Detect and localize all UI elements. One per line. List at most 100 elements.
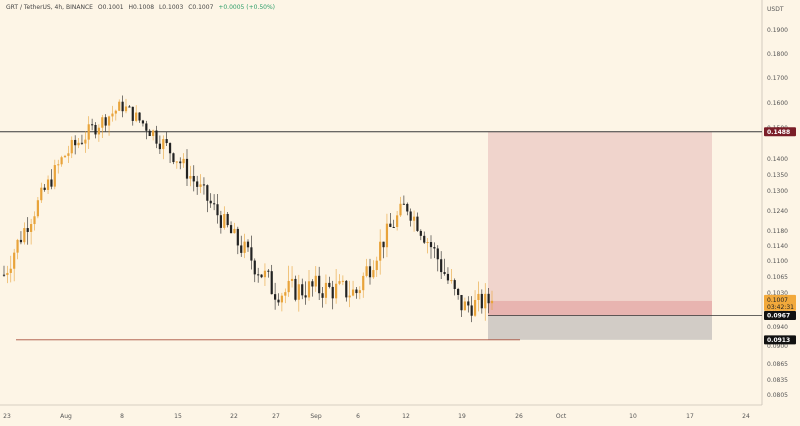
candle-body[interactable] [304,295,307,298]
candle-body[interactable] [243,241,246,253]
candle-body[interactable] [409,211,412,221]
candle-body[interactable] [74,139,77,146]
candle-body[interactable] [311,281,314,287]
candle-body[interactable] [40,187,43,201]
candle-body[interactable] [209,200,212,204]
candle-body[interactable] [131,106,134,121]
candle-body[interactable] [487,293,490,304]
candle-body[interactable] [43,187,46,190]
candle-body[interactable] [155,130,158,144]
candle-body[interactable] [372,270,375,278]
candle-body[interactable] [206,185,209,201]
candle-body[interactable] [348,295,351,298]
candle-body[interactable] [423,235,426,243]
candle-body[interactable] [16,239,19,253]
candle-body[interactable] [284,292,287,296]
candle-body[interactable] [19,239,23,243]
candle-body[interactable] [473,299,477,316]
candle-body[interactable] [440,259,443,273]
candle-body[interactable] [196,181,199,187]
candle-body[interactable] [236,228,239,246]
candle-body[interactable] [321,293,324,298]
candle-body[interactable] [260,274,263,278]
candle-body[interactable] [257,274,260,276]
candle-body[interactable] [233,228,236,234]
candle-body[interactable] [168,143,172,154]
candle-body[interactable] [460,294,463,311]
candle-body[interactable] [416,216,419,231]
candle-body[interactable] [118,101,121,111]
candle-body[interactable] [67,153,70,156]
candle-body[interactable] [114,110,117,114]
candle-body[interactable] [240,245,243,253]
candle-body[interactable] [97,127,100,135]
candle-body[interactable] [192,176,195,182]
candle-body[interactable] [91,124,94,126]
candle-body[interactable] [138,112,141,121]
candle-body[interactable] [135,112,138,121]
candle-body[interactable] [396,215,399,227]
candle-body[interactable] [443,272,446,274]
candle-body[interactable] [341,280,344,282]
candle-body[interactable] [314,275,317,287]
candle-body[interactable] [351,289,355,296]
candle-body[interactable] [446,273,450,281]
candle-body[interactable] [412,216,416,221]
candle-body[interactable] [426,242,429,244]
candle-body[interactable] [307,281,311,298]
candle-body[interactable] [87,124,90,140]
candle-body[interactable] [104,117,107,126]
candle-body[interactable] [379,241,382,261]
candle-body[interactable] [84,139,87,144]
candle-body[interactable] [368,266,372,278]
candle-body[interactable] [172,153,175,163]
candle-body[interactable] [267,270,270,272]
candle-body[interactable] [402,203,405,205]
candle-body[interactable] [457,288,460,295]
candle-body[interactable] [60,157,63,165]
candle-body[interactable] [216,204,219,216]
candle-body[interactable] [463,301,466,311]
candle-body[interactable] [450,280,453,282]
candle-body[interactable] [101,117,104,128]
candle-body[interactable] [345,280,348,298]
candle-body[interactable] [162,139,165,150]
candle-body[interactable] [145,123,148,131]
candle-body[interactable] [36,200,39,217]
candle-body[interactable] [294,278,297,300]
candle-body[interactable] [290,278,294,281]
candle-body[interactable] [2,274,6,276]
candle-body[interactable] [33,216,36,225]
candle-body[interactable] [246,241,250,248]
candle-body[interactable] [335,283,338,299]
candle-body[interactable] [338,281,341,284]
candle-body[interactable] [179,161,182,164]
candle-body[interactable] [9,268,12,273]
candle-body[interactable] [185,158,189,179]
candle-body[interactable] [223,213,226,228]
candle-body[interactable] [358,290,361,294]
candle-body[interactable] [382,241,385,248]
candle-body[interactable] [490,300,494,304]
candle-body[interactable] [158,143,161,150]
candle-body[interactable] [470,305,473,316]
candle-body[interactable] [165,139,168,144]
candle-body[interactable] [70,139,73,154]
candle-body[interactable] [277,299,280,303]
candle-body[interactable] [80,142,84,144]
candle-body[interactable] [480,293,483,309]
candle-body[interactable] [50,179,53,187]
candle-body[interactable] [53,165,56,187]
candle-body[interactable] [453,280,456,289]
candle-body[interactable] [94,124,97,135]
profit-zone[interactable] [488,300,712,316]
candle-body[interactable] [355,289,358,294]
candle-body[interactable] [213,203,216,205]
candle-body[interactable] [467,301,470,306]
candle-body[interactable] [328,282,331,287]
candle-body[interactable] [63,155,67,158]
candle-body[interactable] [270,271,273,295]
candle-body[interactable] [152,130,155,137]
candle-body[interactable] [219,215,222,228]
candle-body[interactable] [57,164,60,166]
